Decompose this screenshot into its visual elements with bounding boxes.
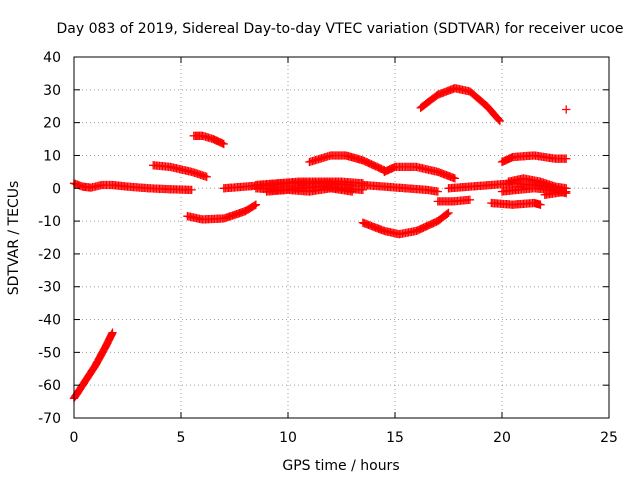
series-s9-marks — [262, 184, 357, 196]
y-tick-label: -70 — [38, 411, 61, 427]
y-tick-label: -10 — [38, 214, 61, 230]
series-s16-marks — [416, 84, 505, 126]
y-tick-label: 40 — [43, 50, 61, 66]
x-axis-label: GPS time / hours — [282, 458, 399, 474]
marks-layer — [69, 84, 571, 403]
y-tick-labels: 40 30 20 10 0 -10 -20 -30 -40 -50 -60 -70 — [38, 50, 61, 427]
series-s21-marks — [540, 187, 571, 199]
x-tick-labels: 0 5 10 15 20 25 — [70, 430, 618, 446]
series-s16 — [416, 84, 505, 126]
series-s10-marks — [305, 151, 389, 175]
series-s18-marks — [487, 198, 545, 209]
y-tick-label: -50 — [38, 345, 61, 361]
series-s21 — [540, 187, 571, 199]
y-tick-label: -60 — [38, 378, 61, 394]
series-s3 — [149, 161, 211, 181]
series-s3-marks — [149, 161, 211, 181]
series-s11-marks — [358, 180, 442, 196]
x-tick-label: 15 — [386, 430, 404, 446]
plot-frame — [73, 56, 610, 419]
series-s22 — [562, 105, 571, 114]
series-s17 — [497, 151, 571, 167]
series-s14-marks — [433, 195, 475, 206]
ticks-layer — [73, 56, 610, 419]
series-s1-marks — [69, 328, 117, 403]
series-s14 — [433, 195, 475, 206]
series-s11 — [358, 180, 442, 196]
y-tick-label: 30 — [43, 83, 61, 99]
series-s22-marks — [562, 105, 571, 114]
grid-layer — [74, 57, 609, 418]
y-tick-label: -40 — [38, 313, 61, 329]
series-s5 — [183, 200, 261, 224]
x-tick-label: 0 — [70, 430, 79, 446]
series-s20 — [504, 174, 571, 193]
series-s12-marks — [380, 162, 460, 183]
y-axis-label: SDTVAR / TECUs — [6, 181, 22, 296]
series-s5-marks — [183, 200, 261, 224]
series-s2-marks — [69, 179, 196, 195]
x-tick-label: 25 — [600, 430, 618, 446]
x-tick-label: 10 — [279, 430, 297, 446]
series-s20-marks — [504, 174, 571, 193]
x-tick-label: 20 — [493, 430, 511, 446]
y-tick-label: -20 — [38, 247, 61, 263]
series-s18 — [487, 198, 545, 209]
series-s4-marks — [189, 131, 228, 149]
series-s13 — [358, 208, 453, 239]
series-s9 — [262, 184, 357, 196]
y-tick-label: 0 — [52, 181, 61, 197]
y-tick-label: 10 — [43, 148, 61, 164]
y-tick-label: -30 — [38, 280, 61, 296]
series-s12 — [380, 162, 460, 183]
chart-title: Day 083 of 2019, Sidereal Day-to-day VTE… — [57, 21, 624, 37]
series-s13-marks — [358, 208, 453, 239]
y-tick-label: 20 — [43, 116, 61, 132]
series-s10 — [305, 151, 389, 175]
series-s2 — [69, 179, 196, 195]
series-s4 — [189, 131, 228, 149]
x-tick-label: 5 — [177, 430, 186, 446]
series-s1 — [69, 328, 117, 403]
series-s17-marks — [497, 151, 571, 167]
